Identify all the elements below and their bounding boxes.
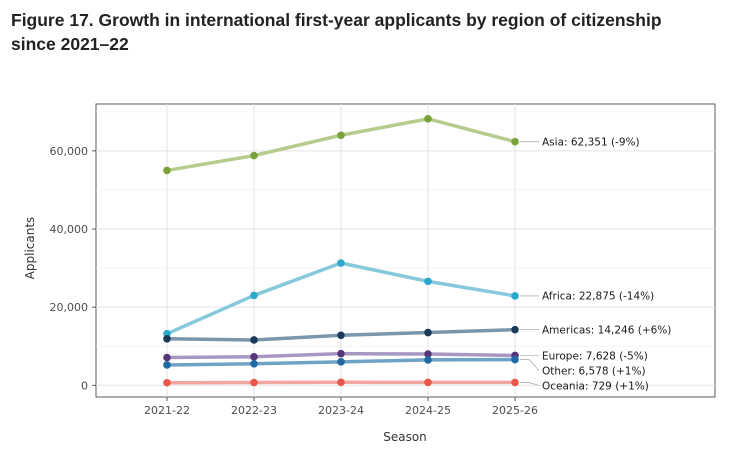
y-tick-label: 40,000 — [50, 223, 89, 236]
data-point-asia — [337, 131, 345, 139]
data-point-other — [250, 360, 258, 368]
y-tick-label: 20,000 — [50, 301, 89, 314]
data-point-africa — [511, 292, 519, 300]
data-point-other — [511, 356, 519, 364]
series-end-label-oceania: Oceania: 729 (+1%) — [542, 380, 649, 392]
leader-line-other — [520, 360, 539, 371]
data-point-europe — [250, 353, 258, 361]
x-tick-label: 2022-23 — [231, 404, 277, 417]
data-point-africa — [424, 278, 432, 286]
data-point-europe — [163, 354, 171, 362]
series-end-label-other: Other: 6,578 (+1%) — [542, 365, 646, 377]
series-end-label-europe: Europe: 7,628 (-5%) — [542, 350, 648, 362]
x-tick-label: 2023-24 — [318, 404, 364, 417]
x-axis-label: Season — [383, 430, 427, 444]
data-point-other — [337, 358, 345, 366]
data-point-africa — [337, 259, 345, 267]
data-point-asia — [511, 138, 519, 146]
series-end-label-asia: Asia: 62,351 (-9%) — [542, 136, 640, 148]
data-point-other — [424, 356, 432, 364]
data-point-americas — [424, 329, 432, 337]
data-point-oceania — [163, 379, 171, 387]
x-tick-label: 2021-22 — [144, 404, 190, 417]
data-point-americas — [250, 336, 258, 344]
x-tick-label: 2024-25 — [405, 404, 451, 417]
y-tick-label: 0 — [81, 379, 88, 392]
series-end-label-africa: Africa: 22,875 (-14%) — [542, 291, 654, 303]
x-tick-label: 2025-26 — [492, 404, 538, 417]
y-tick-label: 60,000 — [50, 145, 89, 158]
data-point-africa — [250, 292, 258, 300]
series-end-label-americas: Americas: 14,246 (+6%) — [542, 324, 671, 336]
data-point-oceania — [337, 379, 345, 387]
data-point-americas — [511, 326, 519, 334]
y-axis-label: Applicants — [23, 217, 37, 280]
data-point-asia — [424, 115, 432, 123]
data-point-americas — [163, 335, 171, 343]
data-point-other — [163, 361, 171, 369]
data-point-americas — [337, 331, 345, 339]
data-point-oceania — [250, 379, 258, 387]
data-point-asia — [163, 167, 171, 175]
data-point-asia — [250, 152, 258, 160]
data-point-oceania — [511, 379, 519, 387]
data-point-oceania — [424, 379, 432, 387]
data-point-europe — [337, 350, 345, 358]
